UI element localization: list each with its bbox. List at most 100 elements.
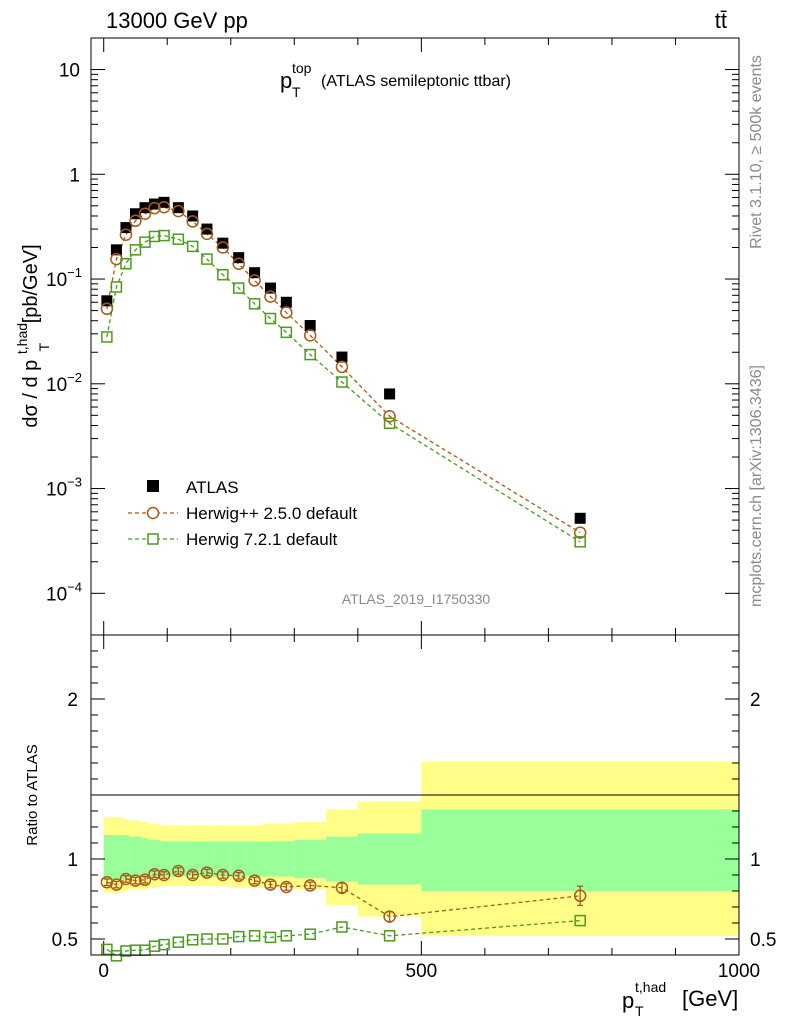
ratio-herwig7-point <box>336 921 348 933</box>
green-band <box>103 835 111 880</box>
ratio-herwig7-point <box>186 934 199 946</box>
legend-item-herwig7: Herwig 7.2.1 default <box>128 530 337 549</box>
ratio-herwigpp-point <box>200 866 214 879</box>
y-axis-label: dσ / d p t,had T [pb/GeV] <box>10 244 54 427</box>
ratio-herwigpp-point <box>119 872 133 886</box>
herwigpp-point <box>248 274 261 287</box>
series-line-1 <box>106 206 581 534</box>
x-tick-label: 500 <box>406 961 438 982</box>
atlas-point <box>149 198 161 210</box>
uncertainty-bands <box>103 761 739 936</box>
herwig7-point <box>101 331 113 343</box>
herwigpp-point <box>280 306 293 319</box>
green-band <box>278 841 295 877</box>
legend-label-atlas: ATLAS <box>186 478 239 497</box>
herwigpp-point <box>138 207 152 221</box>
green-band <box>129 836 142 879</box>
ratio-herwigpp-point <box>383 910 396 923</box>
xlabel-sub: T <box>635 1003 644 1019</box>
green-band <box>421 809 739 891</box>
herwigpp-point <box>216 241 230 254</box>
atlas-point <box>304 320 316 332</box>
ratio-herwigpp-point <box>264 878 277 891</box>
atlas-point <box>120 222 132 234</box>
process-label: tt̄ <box>715 8 727 33</box>
herwigpp-point <box>335 360 349 374</box>
ratio-line-2 <box>106 919 581 957</box>
ratio-tick-label-right: 1 <box>750 850 761 871</box>
ratio-herwig7-point <box>217 933 229 945</box>
ratio-herwigpp-point <box>248 874 261 887</box>
mc-curves <box>106 206 581 543</box>
green-band <box>357 833 422 885</box>
herwig7-point <box>120 257 132 270</box>
y-tick-label: 1 <box>69 165 80 186</box>
herwig7-point <box>217 268 229 281</box>
herwig7-point <box>172 233 185 245</box>
atlas-point <box>384 388 396 400</box>
herwigpp-point <box>157 200 171 214</box>
herwig7-point <box>264 312 277 325</box>
green-band <box>230 841 247 877</box>
ratio-tick-label-left: 0.5 <box>52 930 78 951</box>
green-band <box>326 836 358 882</box>
ratio-herwigpp-point <box>280 880 293 894</box>
ratio-tick-label-right: 0.5 <box>750 930 776 951</box>
ratio-herwigpp-point <box>138 873 152 887</box>
ratio-herwig7-point <box>264 931 277 944</box>
y-tick-label: 10−1 <box>46 265 82 291</box>
atlas-point <box>249 267 261 279</box>
ratio-herwig7-point <box>158 938 170 951</box>
herwig7-point <box>110 281 123 293</box>
herwigpp-point <box>172 204 185 218</box>
x-axis-label: p t,had T [GeV] <box>622 979 738 1019</box>
herwig7-point <box>574 536 586 548</box>
legend-marker-atlas <box>147 480 159 492</box>
xlabel-unit: [GeV] <box>682 986 738 1011</box>
ratio-herwigpp-point <box>335 881 349 895</box>
herwigpp-point <box>200 227 214 241</box>
herwigpp-point <box>303 329 317 342</box>
herwig7-point <box>280 326 293 339</box>
ratio-herwig7-point <box>110 950 123 962</box>
atlas-point <box>129 208 141 220</box>
herwig7-point <box>336 376 348 388</box>
herwigpp-point <box>129 214 142 228</box>
legend-marker-herwigpp <box>146 506 160 520</box>
plot-title: p top T (ATLAS semileptonic ttbar) <box>280 60 511 100</box>
green-band <box>246 841 263 877</box>
herwig7-point <box>201 253 213 265</box>
mcplots-label: mcplots.cern.ch [arXiv:1306.3436] <box>748 365 765 607</box>
ratio-herwigpp-point <box>216 868 230 882</box>
legend-item-atlas: ATLAS <box>147 478 239 497</box>
green-band <box>110 835 123 880</box>
ylabel-unit: [pb/GeV] <box>20 244 42 323</box>
green-band <box>294 839 327 879</box>
herwig7-point <box>248 298 261 310</box>
herwig7-point <box>383 417 396 430</box>
ratio-tick-label-left: 1 <box>67 850 78 871</box>
legend-item-herwigpp: Herwig++ 2.5.0 default <box>128 504 357 523</box>
y-tick-label: 10−3 <box>46 475 82 501</box>
ratio-herwig7-point <box>304 928 316 940</box>
herwig7-point <box>232 282 245 294</box>
herwigpp-point <box>232 257 245 270</box>
svg-text:dσ / d p t,had: dσ / d p t,had T [pb/GeV] <box>10 244 54 427</box>
ratio-herwigpp-point <box>110 878 123 891</box>
legend-label-herwigpp: Herwig++ 2.5.0 default <box>186 504 357 523</box>
ylabel-sup: t,had <box>14 323 30 354</box>
green-band <box>262 841 279 877</box>
xlabel-main: p <box>622 988 634 1013</box>
atlas-point <box>110 244 122 256</box>
energy-label: 13000 GeV pp <box>106 8 248 33</box>
green-band <box>122 835 130 880</box>
ratio-herwigpp-point <box>157 868 171 882</box>
main-axis-ticks: 10 1 10−1 10−2 10−3 10−4 <box>46 37 740 635</box>
legend-marker-herwig7 <box>147 533 159 545</box>
ratio-herwigpp-point <box>186 868 199 882</box>
ratio-herwigpp-point <box>129 874 142 887</box>
analysis-id: ATLAS_2019_I1750330 <box>342 591 491 607</box>
rivet-label: Rivet 3.1.10, ≥ 500k events <box>748 55 765 249</box>
green-band <box>141 838 149 879</box>
y-tick-label: 10−2 <box>46 370 82 396</box>
